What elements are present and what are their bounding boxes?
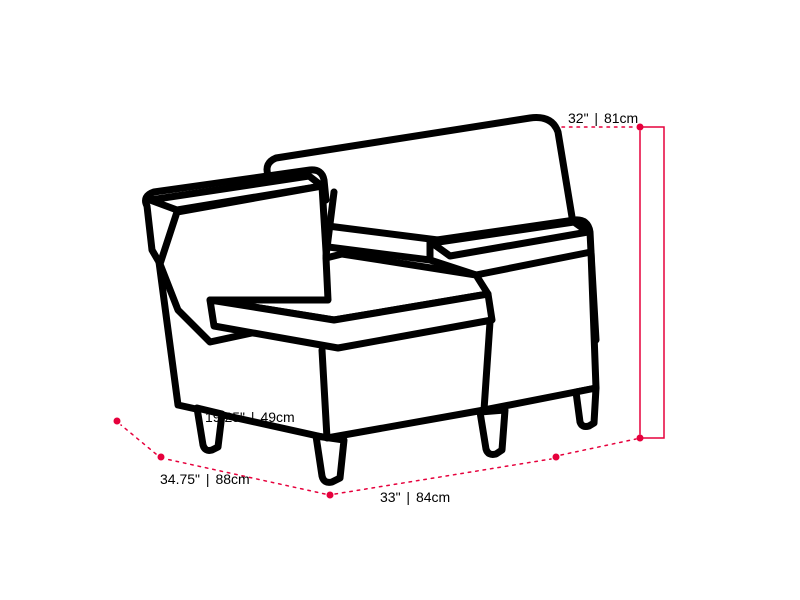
dim-width-inches: 33" (380, 489, 401, 505)
dim-sep: | (401, 489, 416, 505)
dim-seat-inches: 19.25" (205, 409, 245, 425)
chair-outline (146, 118, 596, 483)
dim-depth-inches: 34.75" (160, 471, 200, 487)
dim-height-cm: 81cm (604, 110, 638, 126)
dim-depth-cm: 88cm (215, 471, 249, 487)
dim-label-depth: 34.75" | 88cm (160, 472, 250, 487)
dim-sep: | (589, 110, 604, 126)
dim-sep: | (245, 409, 260, 425)
diagram-canvas (0, 0, 800, 600)
diagram-stage: 32" | 81cm 33" | 84cm 34.75" | 88cm 19.2… (0, 0, 800, 600)
dim-label-height: 32" | 81cm (568, 111, 638, 126)
dim-width-cm: 84cm (416, 489, 450, 505)
dim-label-width: 33" | 84cm (380, 490, 450, 505)
dim-sep: | (200, 471, 215, 487)
dim-label-seat-height: 19.25" | 49cm (205, 410, 295, 425)
dim-height-inches: 32" (568, 110, 589, 126)
dim-seat-cm: 49cm (260, 409, 294, 425)
